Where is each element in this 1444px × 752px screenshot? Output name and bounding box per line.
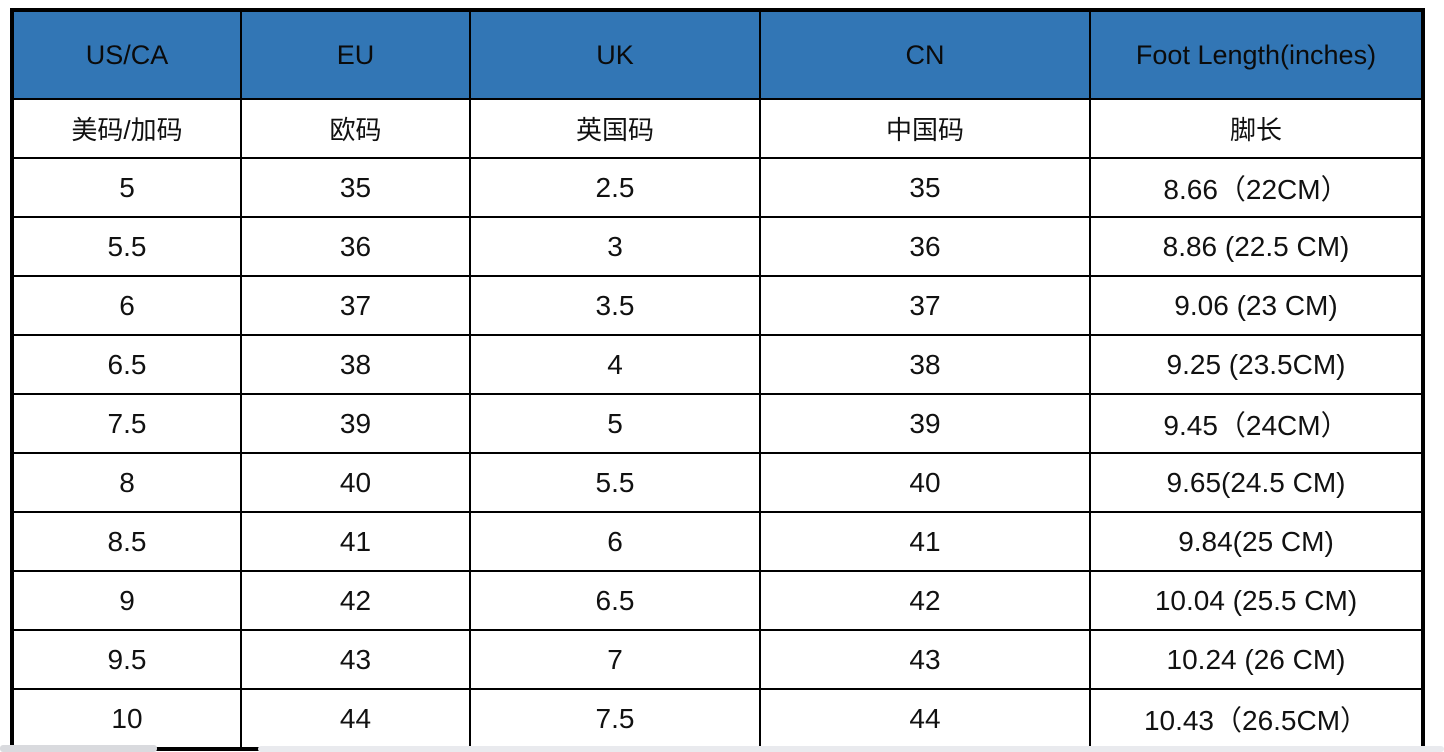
table-cell: 3 (469, 216, 761, 277)
table-cell: 44 (240, 688, 471, 750)
table-cell: 6 (11, 275, 242, 336)
table-row: 9.5 43 7 43 10.24 (26 CM) (11, 629, 1424, 690)
table-cell: 39 (759, 393, 1091, 454)
table-row: 8 40 5.5 40 9.65(24.5 CM) (11, 452, 1424, 513)
table-cell: 39 (240, 393, 471, 454)
table-cell: 44 (759, 688, 1091, 750)
table-cell: 5 (469, 393, 761, 454)
table-cell: 10.24 (26 CM) (1089, 629, 1424, 690)
table-cell: 8.5 (11, 511, 242, 572)
table-cell: 41 (240, 511, 471, 572)
header-cell-us-ca: US/CA (11, 9, 242, 100)
zh-label-uk: 英国码 (469, 98, 761, 159)
table-cell: 37 (759, 275, 1091, 336)
table-cell: 9.65(24.5 CM) (1089, 452, 1424, 513)
table-row: 6.5 38 4 38 9.25 (23.5CM) (11, 334, 1424, 395)
table-cell: 2.5 (469, 157, 761, 218)
table-cell: 10.04 (25.5 CM) (1089, 570, 1424, 631)
table-cell: 43 (240, 629, 471, 690)
header-cell-eu: EU (240, 9, 471, 100)
table-cell: 9.84(25 CM) (1089, 511, 1424, 572)
table-row: 9 42 6.5 42 10.04 (25.5 CM) (11, 570, 1424, 631)
table-cell: 7.5 (469, 688, 761, 750)
table-cell: 9.5 (11, 629, 242, 690)
horizontal-scrollbar-track[interactable] (258, 746, 1444, 752)
table-cell: 40 (759, 452, 1091, 513)
table-cell: 35 (240, 157, 471, 218)
table-cell: 5.5 (11, 216, 242, 277)
table-cell: 38 (240, 334, 471, 395)
table-cell: 9 (11, 570, 242, 631)
table-cell: 8.66（22CM） (1089, 157, 1424, 218)
table-cell: 3.5 (469, 275, 761, 336)
table-cell: 37 (240, 275, 471, 336)
table-cell: 10.43（26.5CM） (1089, 688, 1424, 750)
table-cell: 42 (759, 570, 1091, 631)
zh-label-foot-length: 脚长 (1089, 98, 1424, 159)
zh-label-cn: 中国码 (759, 98, 1091, 159)
table-row: 8.5 41 6 41 9.84(25 CM) (11, 511, 1424, 572)
table-cell: 35 (759, 157, 1091, 218)
table-row: 7.5 39 5 39 9.45（24CM） (11, 393, 1424, 454)
horizontal-scrollbar-thumb[interactable] (0, 745, 157, 752)
table-cell: 43 (759, 629, 1091, 690)
table-cell: 7 (469, 629, 761, 690)
table-cell: 6 (469, 511, 761, 572)
table-cell: 36 (759, 216, 1091, 277)
table-cell: 8.86 (22.5 CM) (1089, 216, 1424, 277)
table-cell: 36 (240, 216, 471, 277)
table-cell: 5.5 (469, 452, 761, 513)
table-row: 6 37 3.5 37 9.06 (23 CM) (11, 275, 1424, 336)
table-row: 5.5 36 3 36 8.86 (22.5 CM) (11, 216, 1424, 277)
header-cell-uk: UK (469, 9, 761, 100)
header-cell-cn: CN (759, 9, 1091, 100)
table-row: 10 44 7.5 44 10.43（26.5CM） (11, 688, 1424, 750)
table-cell: 41 (759, 511, 1091, 572)
header-cell-foot-length: Foot Length(inches) (1089, 9, 1424, 100)
shoe-size-conversion-table: US/CA EU UK CN Foot Length(inches) 美码/加码… (10, 8, 1425, 751)
table-cell: 38 (759, 334, 1091, 395)
table-cell: 9.25 (23.5CM) (1089, 334, 1424, 395)
table-cell: 7.5 (11, 393, 242, 454)
table-cell: 9.45（24CM） (1089, 393, 1424, 454)
table-cell: 6.5 (11, 334, 242, 395)
table-cell: 6.5 (469, 570, 761, 631)
chinese-label-row: 美码/加码 欧码 英国码 中国码 脚长 (11, 98, 1424, 159)
zh-label-eu: 欧码 (240, 98, 471, 159)
table-cell: 9.06 (23 CM) (1089, 275, 1424, 336)
table-cell: 10 (11, 688, 242, 750)
table-cell: 4 (469, 334, 761, 395)
zh-label-us-ca: 美码/加码 (11, 98, 242, 159)
header-row: US/CA EU UK CN Foot Length(inches) (11, 9, 1424, 100)
table-cell: 8 (11, 452, 242, 513)
table-row: 5 35 2.5 35 8.66（22CM） (11, 157, 1424, 218)
table-cell: 42 (240, 570, 471, 631)
table-cell: 5 (11, 157, 242, 218)
table-cell: 40 (240, 452, 471, 513)
